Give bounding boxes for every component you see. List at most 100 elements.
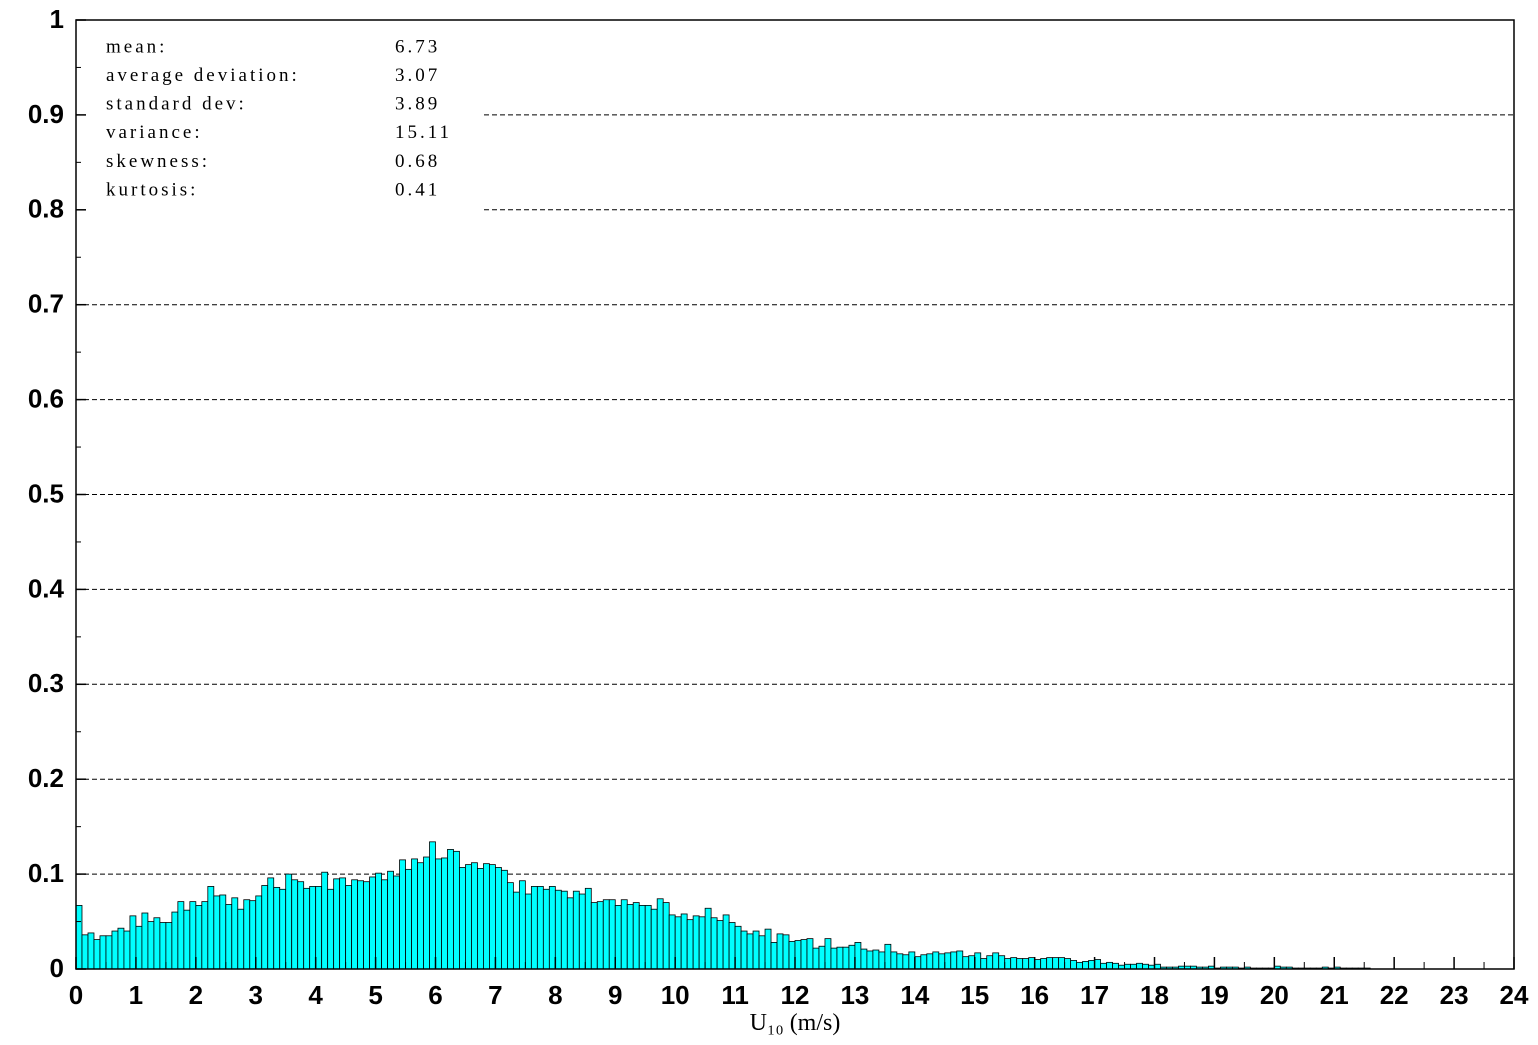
bar: [644, 905, 652, 970]
bar: [728, 922, 736, 970]
bar: [566, 897, 574, 970]
bar: [896, 953, 904, 970]
bar: [890, 951, 898, 970]
bar: [980, 958, 988, 970]
bar: [710, 917, 718, 970]
bar: [417, 862, 424, 970]
annotation-value: 15.11: [395, 122, 452, 143]
bar: [279, 888, 287, 970]
x-tick-label: 6: [428, 980, 442, 1010]
x-tick-label: 10: [661, 980, 690, 1010]
x-tick-label: 18: [1140, 980, 1169, 1010]
x-tick-label: 11: [721, 980, 749, 1010]
bar: [800, 939, 808, 970]
bar: [962, 956, 970, 970]
bar: [998, 955, 1006, 970]
y-tick-label: 0.1: [28, 858, 64, 888]
annotation-value: 3.07: [395, 65, 440, 86]
bar: [542, 888, 550, 970]
x-tick-label: 19: [1200, 980, 1229, 1010]
x-tick-label: 7: [488, 980, 502, 1010]
bar: [680, 913, 688, 970]
bar: [105, 935, 113, 970]
bar: [902, 954, 910, 970]
bar: [141, 912, 149, 970]
bar: [794, 940, 802, 970]
bar: [405, 868, 412, 970]
bar: [453, 850, 460, 970]
bar: [327, 888, 335, 970]
bar: [483, 863, 490, 970]
bar: [950, 951, 958, 970]
y-tick-label: 0.7: [28, 289, 64, 319]
bar: [477, 868, 484, 970]
bar: [884, 943, 892, 970]
y-tick-label: 0.5: [28, 478, 64, 508]
bar: [81, 934, 89, 970]
bar: [129, 915, 137, 970]
bar: [153, 917, 161, 970]
bar: [656, 898, 664, 970]
bar: [495, 867, 502, 970]
x-tick-label: 15: [960, 980, 989, 1010]
bar: [399, 859, 406, 970]
bar: [632, 902, 640, 970]
bar: [1088, 960, 1095, 970]
bar: [704, 907, 712, 970]
bar: [213, 895, 221, 970]
bar: [1094, 959, 1101, 970]
bar: [908, 951, 916, 970]
y-tick-label: 0.8: [28, 194, 64, 224]
bar: [207, 886, 215, 970]
bar: [932, 951, 940, 970]
bar: [165, 922, 173, 970]
bar: [465, 864, 472, 970]
bar: [345, 885, 353, 970]
bar: [369, 876, 376, 970]
bar: [1040, 958, 1048, 970]
bar: [584, 887, 592, 970]
annotation-value: 0.41: [395, 179, 440, 200]
bar: [333, 878, 341, 970]
bar: [824, 938, 832, 970]
bar: [1070, 960, 1078, 970]
bar: [1106, 961, 1113, 970]
bar: [536, 886, 544, 970]
bar: [123, 930, 131, 970]
y-tick-label: 0: [50, 953, 64, 983]
bar: [189, 901, 197, 970]
bar: [219, 894, 227, 970]
bar: [135, 925, 143, 970]
y-tick-label: 0.9: [28, 99, 64, 129]
bar: [764, 928, 772, 970]
x-tick-label: 13: [840, 980, 869, 1010]
bar: [668, 914, 676, 970]
bar: [1100, 962, 1107, 970]
bar: [201, 901, 209, 970]
bar: [1004, 958, 1012, 970]
bar: [572, 890, 580, 970]
bar: [1016, 958, 1024, 970]
bar: [578, 893, 586, 970]
x-tick-label: 9: [608, 980, 622, 1010]
x-tick-label: 0: [69, 980, 83, 1010]
bar: [459, 867, 466, 970]
bar: [1064, 958, 1072, 970]
bar: [177, 901, 185, 970]
bar: [806, 938, 814, 970]
bar: [375, 872, 382, 970]
bar: [938, 953, 946, 970]
bar: [956, 950, 964, 970]
bar: [441, 857, 448, 970]
annotation-value: 0.68: [395, 151, 440, 172]
bar: [99, 935, 107, 970]
bar: [860, 948, 868, 970]
bar: [986, 955, 994, 970]
bar: [638, 905, 646, 970]
bar: [1034, 959, 1042, 970]
bar: [1022, 958, 1030, 970]
bar: [321, 871, 329, 970]
bar: [782, 934, 790, 970]
x-tick-label: 14: [900, 980, 929, 1010]
